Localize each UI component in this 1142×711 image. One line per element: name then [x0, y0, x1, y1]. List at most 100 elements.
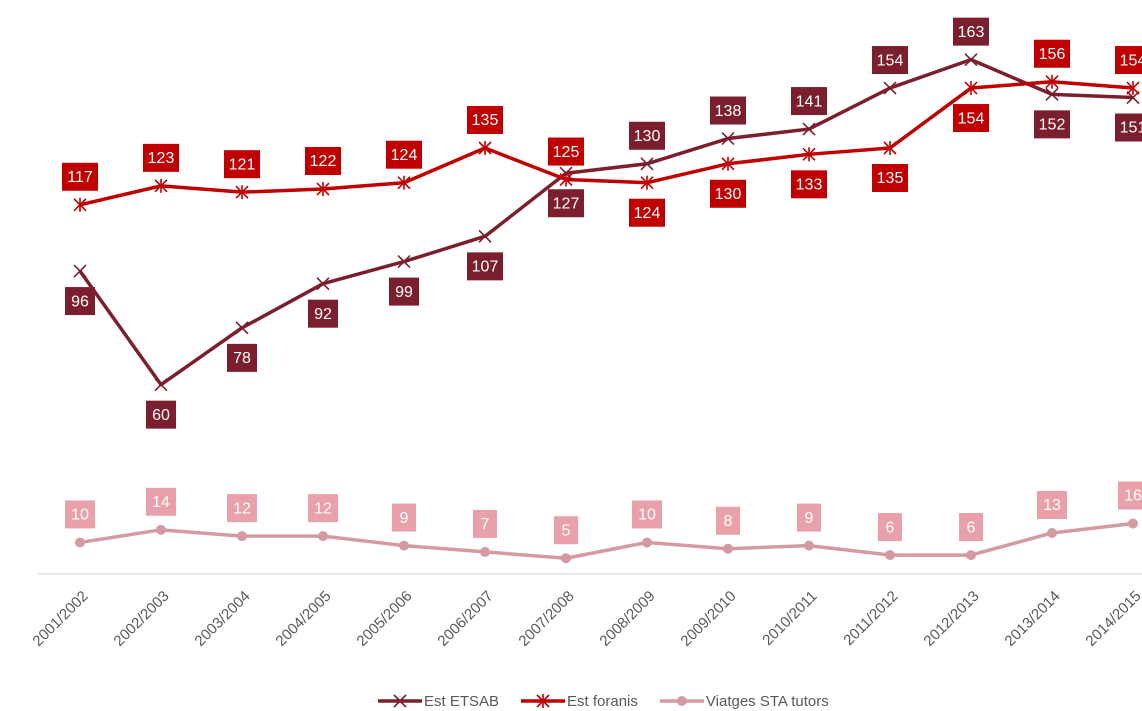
data-label-box: [467, 106, 503, 134]
marker: [802, 122, 816, 136]
data-label-box: [308, 494, 338, 523]
marker: [561, 553, 571, 564]
marker: [1045, 87, 1059, 101]
marker: [237, 531, 247, 542]
x-tick-label: 2011/2012: [840, 588, 901, 649]
data-label-box: [224, 150, 260, 179]
x-tick-label: 2014/2015: [1082, 588, 1142, 650]
marker: [640, 175, 654, 190]
marker: [1045, 74, 1059, 89]
marker-stroke: [235, 321, 249, 335]
data-label: 154: [958, 110, 985, 127]
marker: [1126, 90, 1140, 105]
data-label-box: [953, 17, 989, 46]
marker: [478, 229, 492, 243]
data-label: 9: [400, 510, 409, 527]
data-label: 122: [310, 153, 337, 170]
data-label: 141: [796, 93, 823, 110]
data-label-box: [392, 503, 416, 532]
data-label: 130: [634, 128, 661, 145]
data-label-box: [62, 162, 98, 191]
data-label-box: [467, 252, 503, 281]
data-label: 6: [967, 519, 976, 536]
x-tick-label: 2006/2007: [434, 588, 496, 650]
data-label: 60: [152, 407, 170, 424]
data-label: 117: [67, 169, 93, 186]
data-label: 130: [715, 186, 742, 203]
marker-stroke: [640, 157, 654, 171]
marker: [480, 546, 490, 557]
data-label-box: [629, 121, 665, 150]
data-label-box: [1115, 46, 1142, 75]
data-label-box: [473, 509, 497, 538]
x-tick-label: 2013/2014: [1001, 588, 1063, 650]
data-label-box: [629, 198, 665, 227]
data-label-box: [143, 143, 179, 172]
marker: [536, 694, 550, 708]
marker: [397, 175, 411, 190]
data-label-box: [878, 513, 902, 542]
data-label-box: [146, 487, 176, 516]
data-label-box: [872, 164, 908, 192]
data-label-box: [548, 189, 584, 218]
marker-stroke: [1045, 87, 1059, 101]
data-label: 6: [886, 519, 895, 536]
marker: [723, 543, 733, 554]
data-label: 12: [233, 500, 251, 517]
data-label: 154: [1120, 52, 1142, 69]
data-label: 156: [1039, 46, 1066, 63]
data-label-box: [1118, 481, 1142, 510]
marker: [721, 131, 735, 146]
marker-stroke: [316, 277, 330, 291]
data-label-box: [227, 494, 257, 523]
marker-stroke: [154, 378, 168, 392]
marker-stroke: [802, 122, 816, 136]
data-label: 8: [724, 513, 733, 530]
marker: [883, 141, 897, 155]
data-label: 99: [395, 284, 413, 301]
marker: [478, 141, 492, 155]
x-tick-label: 2004/2005: [272, 588, 334, 650]
marker: [1128, 518, 1138, 529]
marker: [1047, 527, 1057, 538]
marker: [393, 694, 407, 708]
data-label-box: [872, 46, 908, 75]
data-label: 14: [152, 494, 170, 511]
x-tick-label: 2001/2002: [29, 588, 91, 650]
data-label: 92: [314, 306, 332, 323]
data-label: 135: [472, 112, 499, 129]
marker-stroke: [478, 229, 492, 243]
data-label-box: [308, 299, 338, 328]
data-label-box: [146, 400, 176, 429]
data-label-box: [554, 516, 578, 545]
marker: [721, 156, 735, 171]
data-label: 107: [472, 259, 499, 276]
data-label: 154: [877, 52, 904, 69]
data-label: 5: [562, 522, 571, 539]
marker: [316, 277, 330, 291]
marker-stroke: [397, 255, 411, 269]
x-tick-label: 2009/2010: [677, 588, 739, 650]
x-tick-label: 2002/2003: [110, 588, 172, 650]
data-label-box: [386, 140, 422, 169]
data-label: 16: [1124, 488, 1142, 505]
data-label-box: [791, 87, 827, 116]
marker: [154, 178, 168, 193]
data-label: 12: [314, 500, 332, 517]
data-label: 152: [1039, 117, 1066, 134]
legend-label: Est ETSAB: [424, 693, 499, 710]
data-label-box: [1034, 110, 1070, 139]
series-line: [78, 57, 1134, 387]
data-label-box: [1037, 490, 1067, 519]
marker: [73, 197, 87, 212]
x-tick-label: 2010/2011: [759, 588, 820, 649]
marker: [885, 550, 895, 561]
data-label-box: [797, 503, 821, 532]
data-label: 123: [148, 150, 175, 167]
data-label: 151: [1120, 120, 1142, 137]
marker-stroke: [964, 53, 978, 67]
series-line: [79, 79, 1134, 207]
data-label-box: [227, 343, 257, 372]
marker: [235, 321, 249, 335]
